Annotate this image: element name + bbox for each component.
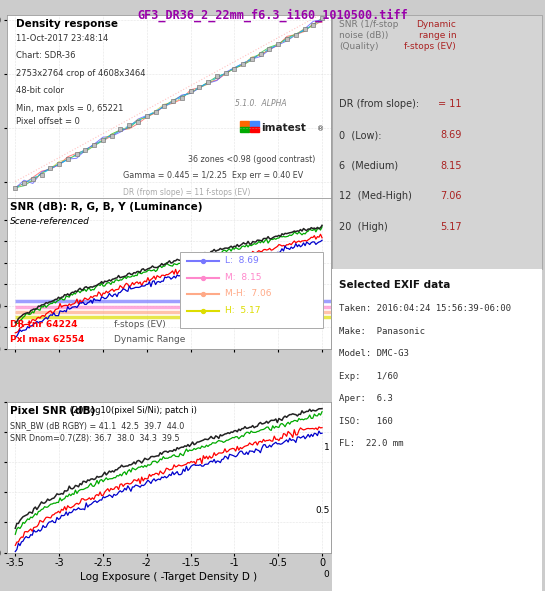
Bar	[240, 126, 250, 132]
Point	[265, 44, 274, 53]
Point	[28, 175, 37, 184]
Point	[371, 300, 379, 309]
Point	[116, 124, 125, 134]
Point	[256, 49, 265, 59]
Text: SNR (1/f-stop
noise (dB))
(Quality): SNR (1/f-stop noise (dB)) (Quality)	[339, 20, 398, 51]
Point	[371, 300, 379, 309]
Text: Model: DMC-G3: Model: DMC-G3	[339, 349, 409, 358]
Point	[142, 111, 151, 120]
Point	[64, 154, 72, 164]
Bar	[250, 121, 259, 126]
Point	[134, 117, 142, 126]
Text: 48-bit color: 48-bit color	[16, 86, 64, 95]
Text: 5.1.0.  ALPHA: 5.1.0. ALPHA	[235, 99, 287, 108]
Text: Pixel SNR (dB): Pixel SNR (dB)	[10, 405, 95, 415]
Text: H:  5.17: H: 5.17	[226, 306, 261, 315]
Point	[371, 300, 379, 310]
Text: M:  8.15: M: 8.15	[226, 272, 262, 281]
Point	[37, 170, 46, 180]
Point	[54, 159, 63, 168]
Point	[247, 54, 256, 64]
Text: L:  8.69: L: 8.69	[226, 256, 259, 265]
Point	[125, 121, 134, 130]
Text: GF3_DR36_2_22mm_f6.3_i160_1010500.tiff: GF3_DR36_2_22mm_f6.3_i160_1010500.tiff	[137, 8, 408, 22]
Point	[90, 140, 99, 150]
Text: 36 zones <0.98 (good contrast): 36 zones <0.98 (good contrast)	[188, 155, 316, 164]
Text: Dynamic Range: Dynamic Range	[113, 335, 185, 344]
Point	[11, 183, 20, 193]
Text: Make:  Panasonic: Make: Panasonic	[339, 327, 425, 336]
Point	[46, 164, 54, 173]
Point	[81, 145, 90, 155]
Text: Density response: Density response	[16, 20, 118, 30]
Text: Exp:   1/60: Exp: 1/60	[343, 554, 401, 564]
Point	[186, 86, 195, 96]
Text: 8.69: 8.69	[440, 130, 462, 140]
Point	[300, 24, 309, 33]
X-axis label: Log Exposure ( -Target Density D ): Log Exposure ( -Target Density D )	[80, 572, 257, 582]
Point	[195, 82, 204, 92]
Text: Taken: 2016:04:24 15:56:39-06:00: Taken: 2016:04:24 15:56:39-06:00	[339, 304, 511, 313]
Point	[239, 59, 247, 69]
Point	[213, 72, 221, 81]
Point	[204, 77, 213, 86]
Point	[72, 150, 81, 159]
Point	[178, 93, 186, 102]
Text: Min, max pxls = 0, 65221: Min, max pxls = 0, 65221	[16, 103, 124, 113]
Bar	[250, 126, 259, 132]
Text: (20*log10(pixel Si/Ni); patch i): (20*log10(pixel Si/Ni); patch i)	[66, 405, 196, 415]
Text: 20  (High): 20 (High)	[339, 222, 387, 232]
Point	[292, 30, 300, 39]
Text: = 11: = 11	[438, 99, 462, 109]
Text: ISO:   160: ISO: 160	[339, 417, 393, 426]
Point	[230, 64, 239, 73]
Text: 2753x2764 crop of 4608x3464: 2753x2764 crop of 4608x3464	[16, 69, 146, 78]
Bar	[180, 252, 323, 327]
Point	[160, 101, 168, 111]
Text: Scene-referenced: Scene-referenced	[10, 217, 90, 226]
Text: Selected EXIF data: Selected EXIF data	[339, 280, 450, 290]
Text: f-stops (EV): f-stops (EV)	[113, 320, 165, 329]
Point	[151, 108, 160, 117]
Text: M-H:  7.06: M-H: 7.06	[226, 289, 272, 298]
Text: SNR (dB): R, G, B, Y (Luminance): SNR (dB): R, G, B, Y (Luminance)	[10, 202, 202, 212]
Text: ®: ®	[317, 126, 325, 133]
Point	[221, 69, 230, 78]
Point	[274, 39, 283, 48]
Text: imatest: imatest	[261, 124, 306, 134]
Text: 11-Oct-2017 23:48:14: 11-Oct-2017 23:48:14	[16, 34, 108, 43]
Text: FL:  22.0 mm: FL: 22.0 mm	[339, 439, 403, 448]
Text: 0  (Low):: 0 (Low):	[339, 130, 382, 140]
Text: Gamma = 0.445 = 1/2.25  Exp err = 0.40 EV: Gamma = 0.445 = 1/2.25 Exp err = 0.40 EV	[123, 171, 304, 180]
Text: Pxl max 62554: Pxl max 62554	[10, 335, 84, 344]
Text: 8.15: 8.15	[440, 161, 462, 171]
Text: 7.06: 7.06	[440, 191, 462, 202]
Text: 12  (Med-High): 12 (Med-High)	[339, 191, 412, 202]
Text: Noise spectrum: Noise spectrum	[447, 444, 534, 454]
Point	[169, 96, 178, 105]
Text: ISO:   160: ISO: 160	[343, 536, 397, 546]
Text: Dynamic
range in
f-stops (EV): Dynamic range in f-stops (EV)	[404, 20, 456, 51]
Point	[99, 135, 107, 145]
Text: SNR Dnom=0.7(Z8): 36.7  38.0  34.3  39.5: SNR Dnom=0.7(Z8): 36.7 38.0 34.3 39.5	[10, 434, 179, 443]
Bar	[240, 121, 250, 126]
Text: Pixel offset = 0: Pixel offset = 0	[16, 118, 80, 126]
Point	[283, 34, 292, 43]
Point	[309, 21, 318, 30]
Point	[318, 13, 326, 22]
Point	[371, 300, 379, 310]
Point	[20, 178, 28, 187]
Text: SNR_BW (dB RGBY) = 41.1  42.5  39.7  44.0: SNR_BW (dB RGBY) = 41.1 42.5 39.7 44.0	[10, 421, 184, 430]
Text: DR tnr 64224: DR tnr 64224	[10, 320, 77, 329]
Text: DR (from slope):: DR (from slope):	[339, 99, 419, 109]
Point	[107, 131, 116, 141]
Text: 5.17: 5.17	[440, 222, 462, 232]
Text: Chart: SDR-36: Chart: SDR-36	[16, 51, 76, 60]
Text: 6  (Medium): 6 (Medium)	[339, 161, 398, 171]
Text: DR (from slope) = 11 f-stops (EV): DR (from slope) = 11 f-stops (EV)	[123, 188, 251, 197]
Text: Aper:  6.3: Aper: 6.3	[339, 394, 393, 403]
Text: Exp:   1/60: Exp: 1/60	[339, 372, 398, 381]
